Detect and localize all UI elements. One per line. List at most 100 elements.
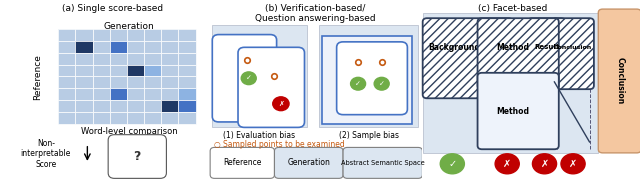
Bar (179, 76, 196, 88)
Bar (179, 112, 196, 124)
Bar (161, 53, 179, 65)
Text: Method: Method (496, 43, 529, 52)
Bar (58, 29, 196, 124)
Bar (161, 88, 179, 100)
FancyBboxPatch shape (477, 73, 559, 149)
Bar (144, 76, 161, 88)
Text: (b) Verification-based/
Question answering-based: (b) Verification-based/ Question answeri… (255, 4, 376, 23)
Circle shape (561, 154, 585, 174)
Text: ✗: ✗ (503, 159, 511, 169)
Circle shape (440, 154, 465, 174)
Bar (93, 65, 109, 76)
Bar (144, 100, 161, 112)
FancyBboxPatch shape (552, 18, 594, 89)
Bar (93, 88, 109, 100)
Text: (1) Evaluation bias: (1) Evaluation bias (223, 131, 296, 140)
Circle shape (532, 154, 557, 174)
Bar (93, 41, 109, 53)
Text: Generation: Generation (287, 158, 330, 167)
Text: ✓: ✓ (246, 75, 252, 81)
FancyBboxPatch shape (275, 147, 343, 178)
Circle shape (351, 77, 365, 90)
Text: (2) Sample bias: (2) Sample bias (339, 131, 399, 140)
Bar (127, 65, 144, 76)
Bar (109, 65, 127, 76)
Bar (93, 100, 109, 112)
Bar (144, 88, 161, 100)
Bar (58, 41, 76, 53)
Bar (179, 53, 196, 65)
Text: (c) Facet-based: (c) Facet-based (478, 4, 547, 13)
Text: Conclusion: Conclusion (554, 45, 592, 50)
Circle shape (241, 72, 256, 85)
Bar (93, 76, 109, 88)
Bar (144, 65, 161, 76)
Bar (58, 112, 76, 124)
Bar (58, 76, 76, 88)
Bar (76, 41, 93, 53)
Text: ✓: ✓ (448, 159, 456, 169)
Bar (161, 29, 179, 41)
Bar (109, 53, 127, 65)
Bar (109, 76, 127, 88)
Text: ✓: ✓ (355, 81, 361, 87)
FancyBboxPatch shape (212, 25, 307, 127)
FancyBboxPatch shape (337, 42, 408, 115)
Bar (144, 112, 161, 124)
Bar (109, 88, 127, 100)
Circle shape (495, 154, 519, 174)
Bar (93, 112, 109, 124)
Bar (58, 100, 76, 112)
Text: Conclusion: Conclusion (615, 57, 624, 105)
Bar (76, 76, 93, 88)
Text: Generation: Generation (104, 22, 154, 31)
Text: Non-
interpretable
Score: Non- interpretable Score (20, 139, 71, 169)
Bar (58, 88, 76, 100)
Bar (127, 88, 144, 100)
Bar (161, 65, 179, 76)
FancyBboxPatch shape (319, 25, 418, 127)
Bar (93, 29, 109, 41)
Text: Reference: Reference (223, 158, 262, 167)
FancyBboxPatch shape (422, 13, 598, 153)
Bar (161, 100, 179, 112)
Bar (127, 76, 144, 88)
Bar (76, 112, 93, 124)
Text: Background: Background (429, 43, 481, 52)
Bar (161, 76, 179, 88)
FancyBboxPatch shape (422, 18, 513, 98)
Bar (76, 65, 93, 76)
Text: ✗: ✗ (569, 159, 577, 169)
Text: Reference: Reference (33, 54, 42, 100)
Bar (76, 100, 93, 112)
Bar (127, 53, 144, 65)
Bar (161, 41, 179, 53)
Bar (144, 53, 161, 65)
Bar (127, 29, 144, 41)
Text: Result: Result (534, 44, 559, 50)
Bar (109, 29, 127, 41)
Bar (109, 112, 127, 124)
FancyBboxPatch shape (477, 18, 559, 89)
Text: ?: ? (134, 150, 141, 163)
Bar (179, 41, 196, 53)
Bar (93, 53, 109, 65)
Bar (144, 29, 161, 41)
Bar (127, 41, 144, 53)
FancyBboxPatch shape (528, 18, 565, 89)
Bar (127, 100, 144, 112)
Circle shape (273, 97, 289, 111)
Text: ○ Sampled points to be examined: ○ Sampled points to be examined (214, 140, 345, 149)
Bar (58, 53, 76, 65)
FancyBboxPatch shape (238, 47, 305, 127)
FancyBboxPatch shape (212, 35, 276, 122)
FancyBboxPatch shape (343, 147, 422, 178)
Text: Word-level comparison: Word-level comparison (81, 127, 177, 136)
Bar (179, 65, 196, 76)
Bar (127, 112, 144, 124)
Bar (58, 65, 76, 76)
Text: Method: Method (496, 106, 529, 116)
Bar (76, 29, 93, 41)
Bar (179, 29, 196, 41)
FancyBboxPatch shape (108, 135, 166, 178)
